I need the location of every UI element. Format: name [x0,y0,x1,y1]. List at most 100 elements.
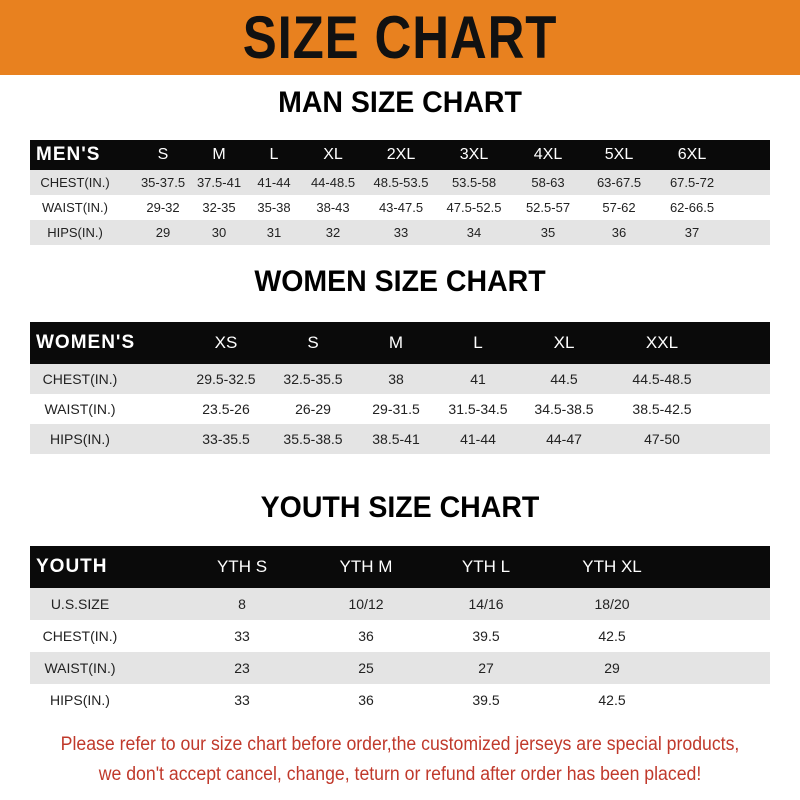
youth-size-table: YOUTH YTH S YTH M YTH L YTH XL U.S.SIZE 8 10/12… [30,546,770,716]
size-header-cell: S [307,333,319,352]
measurement-cell: 38.5-41 [372,431,420,447]
youth-table-label: YOUTH [36,556,108,577]
size-header-cell: 5XL [604,146,634,163]
youth-header-row: YOUTH YTH S YTH M YTH L YTH XL [30,546,770,588]
measurement-cell: 36 [611,225,627,240]
measurement-cell: 8 [238,596,246,612]
measurement-cell: 48.5-53.5 [373,175,429,190]
women-table-row: WAIST(IN.) 23.5-26 26-29 29-31.5 31.5-34.5 34… [30,394,770,424]
women-table-row: HIPS(IN.) 33-35.5 35.5-38.5 38.5-41 41-44 44-… [30,424,770,454]
measurement-cell: 29.5-32.5 [196,371,256,387]
size-header-cell: YTH XL [582,557,642,576]
row-label: CHEST(IN.) [40,175,110,190]
women-section-title: WOMEN SIZE CHART [254,265,546,298]
measurement-cell: 33 [393,225,409,240]
men-table-row: HIPS(IN.) 29 30 31 32 33 34 35 36 37 [30,220,770,245]
measurement-cell: 27 [478,660,494,676]
size-header-cell: XL [323,146,343,163]
youth-table-row: WAIST(IN.) 23 25 27 29 [30,652,770,684]
row-label: WAIST(IN.) [44,660,116,676]
measurement-cell: 38 [388,371,404,387]
measurement-cell: 10/12 [348,596,384,612]
measurement-cell: 32.5-35.5 [283,371,343,387]
women-header-row: WOMEN'S XS S M L XL XXL [30,322,770,364]
size-header-cell: XL [553,333,575,352]
row-label: HIPS(IN.) [50,692,110,708]
women-table-row: CHEST(IN.) 29.5-32.5 32.5-35.5 38 41 44.5 44.5… [30,364,770,394]
measurement-cell: 42.5 [598,628,626,644]
measurement-cell: 39.5 [472,628,500,644]
men-size-table: MEN'S S M L XL 2XL 3XL 4XL 5XL 6XL CHEST(IN.) 35-37… [30,140,770,245]
footer-notice-line-1: Please refer to our size chart before or… [60,734,740,755]
size-header-cell: 2XL [386,146,416,163]
measurement-cell: 44.5 [550,371,578,387]
footer-notice-line-2: we don't accept cancel, change, teturn o… [98,764,702,785]
youth-table-row: U.S.SIZE 8 10/12 14/16 18/20 [30,588,770,620]
row-label: WAIST(IN.) [44,401,116,417]
row-label: HIPS(IN.) [50,431,110,447]
size-header-cell: S [157,146,169,163]
measurement-cell: 43-47.5 [378,200,424,215]
size-header-cell: 3XL [459,146,489,163]
row-label: CHEST(IN.) [42,628,118,644]
measurement-cell: 44.5-48.5 [632,371,692,387]
measurement-cell: 33 [234,692,250,708]
measurement-cell: 32 [325,225,341,240]
men-section-title: MAN SIZE CHART [278,86,522,119]
measurement-cell: 25 [358,660,374,676]
measurement-cell: 39.5 [472,692,500,708]
size-header-cell: M [388,333,404,352]
size-header-cell: YTH L [461,557,511,576]
measurement-cell: 52.5-57 [525,200,571,215]
measurement-cell: 41-44 [257,175,291,190]
measurement-cell: 29-32 [146,200,180,215]
measurement-cell: 67.5-72 [669,175,715,190]
measurement-cell: 35-38 [257,200,291,215]
measurement-cell: 38-43 [316,200,350,215]
measurement-cell: 35.5-38.5 [283,431,343,447]
measurement-cell: 58-63 [531,175,565,190]
size-chart-banner: SIZE CHART [0,0,800,75]
measurement-cell: 41 [470,371,486,387]
men-table-label: MEN'S [36,144,101,165]
measurement-cell: 57-62 [602,200,636,215]
size-header-cell: L [473,333,483,352]
row-label: U.S.SIZE [50,596,110,612]
measurement-cell: 31.5-34.5 [448,401,508,417]
youth-table-row: CHEST(IN.) 33 36 39.5 42.5 [30,620,770,652]
measurement-cell: 47.5-52.5 [446,200,502,215]
measurement-cell: 36 [358,628,374,644]
measurement-cell: 36 [358,692,374,708]
measurement-cell: 23 [234,660,250,676]
measurement-cell: 31 [266,225,282,240]
women-table-label: WOMEN'S [36,332,136,353]
youth-table-row: HIPS(IN.) 33 36 39.5 42.5 [30,684,770,716]
size-header-cell: L [269,146,279,163]
men-header-row: MEN'S S M L XL 2XL 3XL 4XL 5XL 6XL [30,140,770,170]
row-label: CHEST(IN.) [42,371,118,387]
measurement-cell: 29 [155,225,171,240]
measurement-cell: 32-35 [202,200,236,215]
measurement-cell: 37.5-41 [196,175,242,190]
size-header-cell: YTH M [339,557,393,576]
measurement-cell: 14/16 [468,596,504,612]
measurement-cell: 34 [466,225,482,240]
measurement-cell: 42.5 [598,692,626,708]
men-table-row: WAIST(IN.) 29-32 32-35 35-38 38-43 43-47.5 47.… [30,195,770,220]
measurement-cell: 63-67.5 [596,175,642,190]
measurement-cell: 33-35.5 [202,431,250,447]
measurement-cell: 29 [604,660,620,676]
size-header-cell: 6XL [677,146,707,163]
measurement-cell: 47-50 [644,431,680,447]
measurement-cell: 26-29 [295,401,331,417]
measurement-cell: 30 [211,225,227,240]
measurement-cell: 33 [234,628,250,644]
size-header-cell: 4XL [533,146,563,163]
women-size-table: WOMEN'S XS S M L XL XXL CHEST(IN.) 29.5-32.5 32.5… [30,322,770,454]
measurement-cell: 29-31.5 [372,401,420,417]
measurement-cell: 23.5-26 [202,401,250,417]
row-label: HIPS(IN.) [47,225,103,240]
youth-section-title: YOUTH SIZE CHART [260,491,540,524]
row-label: WAIST(IN.) [42,200,108,215]
men-table-row: CHEST(IN.) 35-37.5 37.5-41 41-44 44-48.5 48.5… [30,170,770,195]
